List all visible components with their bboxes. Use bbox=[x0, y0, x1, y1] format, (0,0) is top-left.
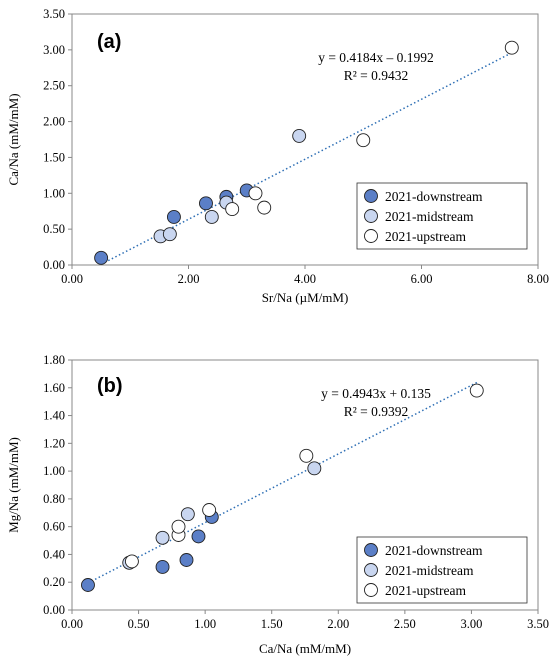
y-tick-label: 0.00 bbox=[43, 603, 65, 617]
data-point-2021-upstream bbox=[257, 200, 272, 215]
legend-entry: 2021-downstream bbox=[385, 189, 483, 204]
legend-box bbox=[356, 182, 528, 250]
y-tick-label: 1.40 bbox=[43, 409, 65, 423]
legend-box bbox=[356, 536, 528, 604]
x-tick-label: 6.00 bbox=[411, 272, 433, 286]
legend-entry: 2021-upstream bbox=[385, 583, 466, 598]
y-axis-label: Ca/Na (mM/mM) bbox=[6, 93, 21, 185]
x-tick-label: 2.00 bbox=[178, 272, 200, 286]
panel-label: (b) bbox=[97, 375, 123, 397]
data-point-2021-upstream bbox=[248, 186, 263, 201]
x-tick-label: 3.00 bbox=[460, 617, 482, 631]
data-point-2021-midstream bbox=[204, 210, 219, 224]
plot-area bbox=[71, 359, 539, 611]
legend-marker bbox=[364, 189, 378, 203]
y-tick-label: 1.00 bbox=[43, 464, 65, 478]
y-tick-label: 0.20 bbox=[43, 575, 65, 589]
data-point-2021-midstream bbox=[155, 530, 170, 545]
r-squared: R² = 0.9432 bbox=[344, 68, 409, 83]
legend-entry: 2021-midstream bbox=[385, 563, 474, 578]
y-axis-label: Mg/Na (mM/mM) bbox=[6, 437, 21, 533]
x-tick-label: 2.50 bbox=[394, 617, 416, 631]
chart-panel-b: 0.00 0.20 0.40 0.60 0.80 1.00 1.20 1.40 1.60 1.80… bbox=[6, 353, 549, 656]
data-point-2021-upstream bbox=[124, 554, 139, 569]
y-tick-label: 0.40 bbox=[43, 547, 65, 561]
chart-panel-a: 0.00 0.50 1.00 1.50 2.00 2.50 3.00 3.50 0.00 2.00… bbox=[6, 7, 549, 305]
x-axis-label: Sr/Na (µM/mM) bbox=[262, 290, 349, 305]
x-tick-label: 0.00 bbox=[61, 272, 83, 286]
x-tick-label: 3.50 bbox=[527, 617, 549, 631]
y-tick-label: 0.60 bbox=[43, 520, 65, 534]
x-tick-label: 2.00 bbox=[327, 617, 349, 631]
data-point-2021-midstream bbox=[162, 227, 177, 242]
y-tick-label: 0.50 bbox=[43, 222, 65, 236]
legend-marker bbox=[364, 209, 378, 223]
y-tick-label: 2.00 bbox=[43, 115, 65, 129]
trendline-equation: y = 0.4184x – 0.1992 bbox=[318, 50, 434, 65]
data-point-2021-midstream bbox=[180, 507, 195, 522]
data-point-2021-upstream bbox=[171, 519, 186, 534]
legend-marker bbox=[364, 543, 378, 557]
y-tick-label: 1.60 bbox=[43, 381, 65, 395]
data-point-2021-downstream bbox=[199, 196, 213, 211]
data-point-2021-midstream bbox=[307, 461, 322, 476]
y-tick-label: 1.80 bbox=[43, 353, 65, 367]
data-point-2021-downstream bbox=[94, 250, 109, 265]
data-point-2021-upstream bbox=[504, 40, 519, 55]
x-axis-label: Ca/Na (mM/mM) bbox=[259, 641, 351, 656]
data-point-2021-downstream bbox=[166, 210, 181, 224]
legend-marker bbox=[364, 229, 378, 243]
data-point-2021-upstream bbox=[225, 202, 240, 217]
x-tick-label: 1.50 bbox=[261, 617, 283, 631]
legend-marker bbox=[364, 583, 378, 597]
legend: 2021-downstream 2021-midstream 2021-upstre… bbox=[356, 182, 528, 250]
x-tick-label: 8.00 bbox=[527, 272, 549, 286]
panel-label: (a) bbox=[97, 31, 121, 53]
data-point-2021-upstream bbox=[356, 133, 371, 148]
y-tick-label: 0.00 bbox=[43, 258, 65, 272]
x-tick-label: 0.50 bbox=[128, 617, 150, 631]
data-point-2021-downstream bbox=[155, 559, 170, 574]
trendline bbox=[87, 381, 479, 584]
data-point-2021-upstream bbox=[299, 448, 314, 463]
legend-entry: 2021-midstream bbox=[385, 209, 474, 224]
trendline-equation: y = 0.4943x + 0.135 bbox=[321, 386, 431, 401]
data-point-2021-downstream bbox=[191, 529, 206, 544]
y-tick-label: 1.20 bbox=[43, 436, 65, 450]
y-tick-label: 1.50 bbox=[43, 150, 65, 164]
data-point-2021-downstream bbox=[179, 553, 194, 567]
legend-entry: 2021-downstream bbox=[385, 543, 483, 558]
x-tick-label: 0.00 bbox=[61, 617, 83, 631]
y-tick-label: 2.50 bbox=[43, 79, 65, 93]
y-tick-label: 0.80 bbox=[43, 492, 65, 506]
data-point-2021-upstream bbox=[469, 383, 484, 398]
legend-entry: 2021-upstream bbox=[385, 229, 466, 244]
data-point-2021-midstream bbox=[292, 128, 307, 143]
legend: 2021-downstream 2021-midstream 2021-upstre… bbox=[356, 536, 528, 604]
legend-marker bbox=[364, 563, 378, 577]
x-tick-label: 4.00 bbox=[294, 272, 316, 286]
data-point-2021-upstream bbox=[202, 503, 217, 517]
r-squared: R² = 0.9392 bbox=[344, 404, 409, 419]
y-tick-label: 3.50 bbox=[43, 7, 65, 21]
x-tick-label: 1.00 bbox=[194, 617, 216, 631]
y-tick-label: 1.00 bbox=[43, 186, 65, 200]
y-tick-label: 3.00 bbox=[43, 43, 65, 57]
data-point-2021-downstream bbox=[81, 578, 95, 592]
